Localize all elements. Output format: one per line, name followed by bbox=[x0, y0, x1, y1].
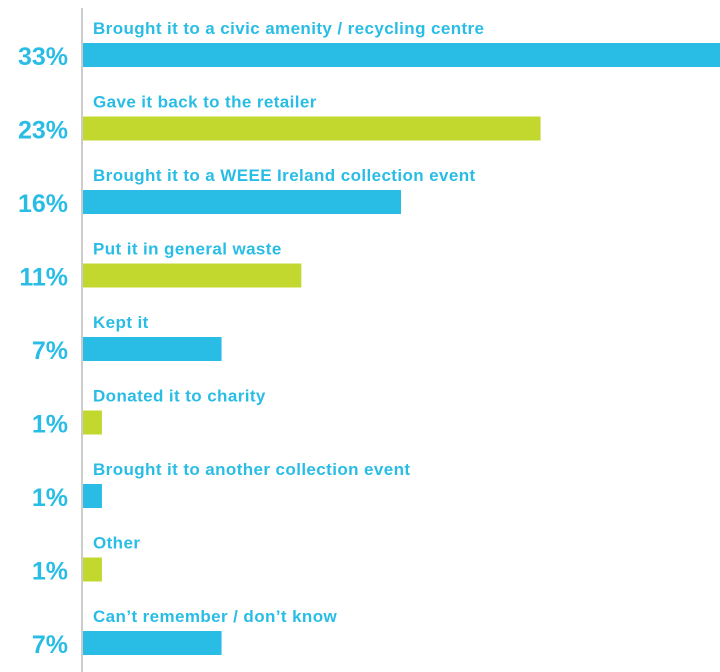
value-label: 23% bbox=[18, 117, 68, 145]
category-label: Kept it bbox=[93, 313, 149, 332]
bar bbox=[83, 337, 222, 361]
category-label: Brought it to a WEEE Ireland collection … bbox=[93, 166, 476, 185]
bar bbox=[83, 557, 102, 582]
value-label: 1% bbox=[32, 484, 68, 512]
value-label: 1% bbox=[32, 411, 68, 439]
bar bbox=[83, 43, 720, 67]
category-label: Donated it to charity bbox=[93, 387, 266, 406]
bar bbox=[83, 116, 541, 141]
category-label: Can’t remember / don’t know bbox=[93, 607, 337, 626]
bar bbox=[83, 410, 102, 435]
value-label: 7% bbox=[32, 337, 68, 365]
bar bbox=[83, 484, 102, 508]
value-label: 11% bbox=[19, 264, 68, 292]
bar bbox=[83, 263, 302, 288]
value-label: 7% bbox=[32, 631, 68, 659]
value-label: 33% bbox=[18, 43, 68, 71]
bar bbox=[83, 631, 222, 655]
bar bbox=[83, 190, 401, 214]
category-label: Brought it to another collection event bbox=[93, 460, 410, 479]
category-label: Put it in general waste bbox=[93, 240, 282, 259]
category-label: Gave it back to the retailer bbox=[93, 93, 317, 112]
category-label: Other bbox=[93, 534, 140, 553]
category-label: Brought it to a civic amenity / recyclin… bbox=[93, 19, 484, 38]
value-label: 1% bbox=[32, 558, 68, 586]
value-label: 16% bbox=[18, 190, 68, 218]
